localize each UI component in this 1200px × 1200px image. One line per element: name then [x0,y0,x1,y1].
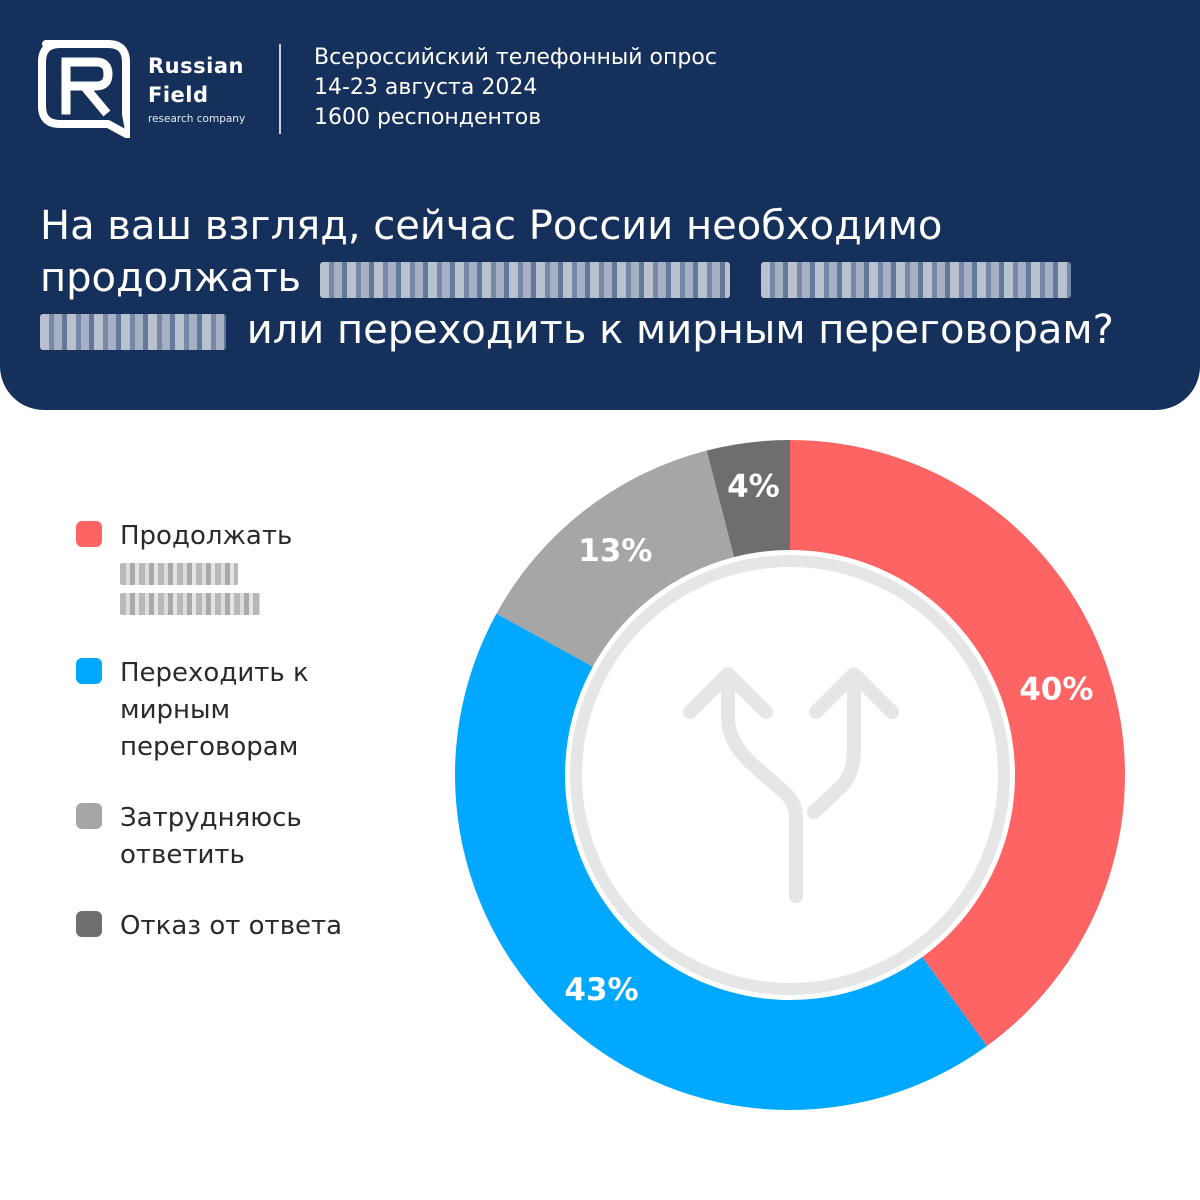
blurred-text-block [760,262,1071,298]
chart-legend: Продолжать Переходить к мирным переговорам З… [76,518,406,981]
donut-chart: 40% 43% 13% 4% [454,440,1125,1110]
brand-block: Russian Field research company [148,52,245,127]
legend-swatch [76,521,102,547]
russian-field-logo-icon [38,40,130,138]
legend-swatch [76,911,102,937]
legend-label: Затрудняюсь [120,803,302,833]
legend-label: ответить [120,840,245,870]
legend-label: переговорам [120,732,299,762]
legend-label: мирным [120,695,231,725]
header-divider [279,44,281,134]
slice-value-label: 4% [727,468,780,504]
legend-label: Продолжать [120,521,293,551]
blurred-text-block [319,262,730,298]
header-panel: Russian Field research company Всероссий… [0,0,1200,410]
legend-item: Отказ от ответа [76,908,406,945]
donut-slice [496,450,735,667]
survey-dates: 14-23 августа 2024 [314,75,538,100]
brand-tagline: research company [148,113,246,125]
question-title: На ваш взгляд, сейчас России необходимо … [40,200,1170,356]
brand-name-line1: Russian [148,54,244,78]
split-arrows-icon [683,667,899,903]
legend-item: Продолжать [76,518,406,615]
slice-value-label: 40% [1019,671,1093,707]
blurred-text-block [40,314,226,350]
legend-swatch [76,658,102,684]
brand-name-line2: Field [148,83,209,107]
question-part2: продолжать [40,255,302,301]
survey-sample: 1600 респондентов [314,105,542,130]
survey-info: Всероссийский телефонный опрос 14-23 авг… [314,43,717,133]
legend-item: Переходить к мирным переговорам [76,655,406,766]
blurred-text-block [120,593,260,615]
inner-ring [570,555,1010,995]
question-part1: На ваш взгляд, сейчас России необходимо [40,203,943,249]
donut-slice [454,613,987,1110]
donut-slice [706,440,790,558]
donut-slice [790,440,1125,1047]
legend-item: Затрудняюсь ответить [76,800,406,874]
slice-value-label: 43% [564,972,638,1008]
legend-label: Переходить к [120,658,309,688]
legend-label: Отказ от ответа [120,911,343,941]
slice-value-label: 13% [578,533,652,569]
blurred-text-block [120,563,238,585]
legend-swatch [76,803,102,829]
question-part3: или переходить к мирным переговорам? [246,307,1114,353]
survey-type: Всероссийский телефонный опрос [314,45,717,70]
